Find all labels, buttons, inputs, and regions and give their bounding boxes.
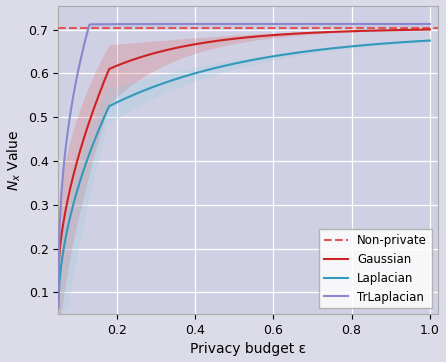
Gaussian (277, 33, 282, 37)
Line: TrLaplacian: TrLaplacian (58, 24, 430, 308)
TrLaplacian (57, 227, 62, 232)
TrLaplacian (369, 22, 374, 26)
Gaussian (369, 29, 374, 33)
TrLaplacian (427, 22, 433, 26)
X-axis label: Privacy budget ε: Privacy budget ε (190, 342, 306, 357)
TrLaplacian (283, 22, 288, 26)
Line: Laplacian: Laplacian (58, 41, 430, 308)
Gaussian (57, 251, 62, 255)
Laplacian (277, 53, 282, 58)
Y-axis label: $N_{x}$ Value: $N_{x}$ Value (5, 129, 23, 190)
TrLaplacian (276, 22, 281, 26)
Gaussian (427, 28, 433, 32)
Laplacian (427, 38, 433, 43)
Gaussian (56, 273, 61, 277)
Legend: Non-private, Gaussian, Laplacian, TrLaplacian: Non-private, Gaussian, Laplacian, TrLapl… (319, 229, 432, 308)
Laplacian (369, 42, 374, 47)
Gaussian (392, 28, 398, 32)
Gaussian (276, 33, 281, 37)
TrLaplacian (277, 22, 282, 26)
TrLaplacian (56, 306, 61, 310)
Line: Gaussian: Gaussian (58, 30, 430, 275)
Laplacian (276, 53, 281, 58)
Laplacian (283, 52, 288, 56)
Gaussian (283, 32, 288, 37)
Laplacian (392, 41, 398, 45)
Laplacian (56, 306, 61, 310)
Laplacian (57, 279, 62, 283)
TrLaplacian (392, 22, 398, 26)
